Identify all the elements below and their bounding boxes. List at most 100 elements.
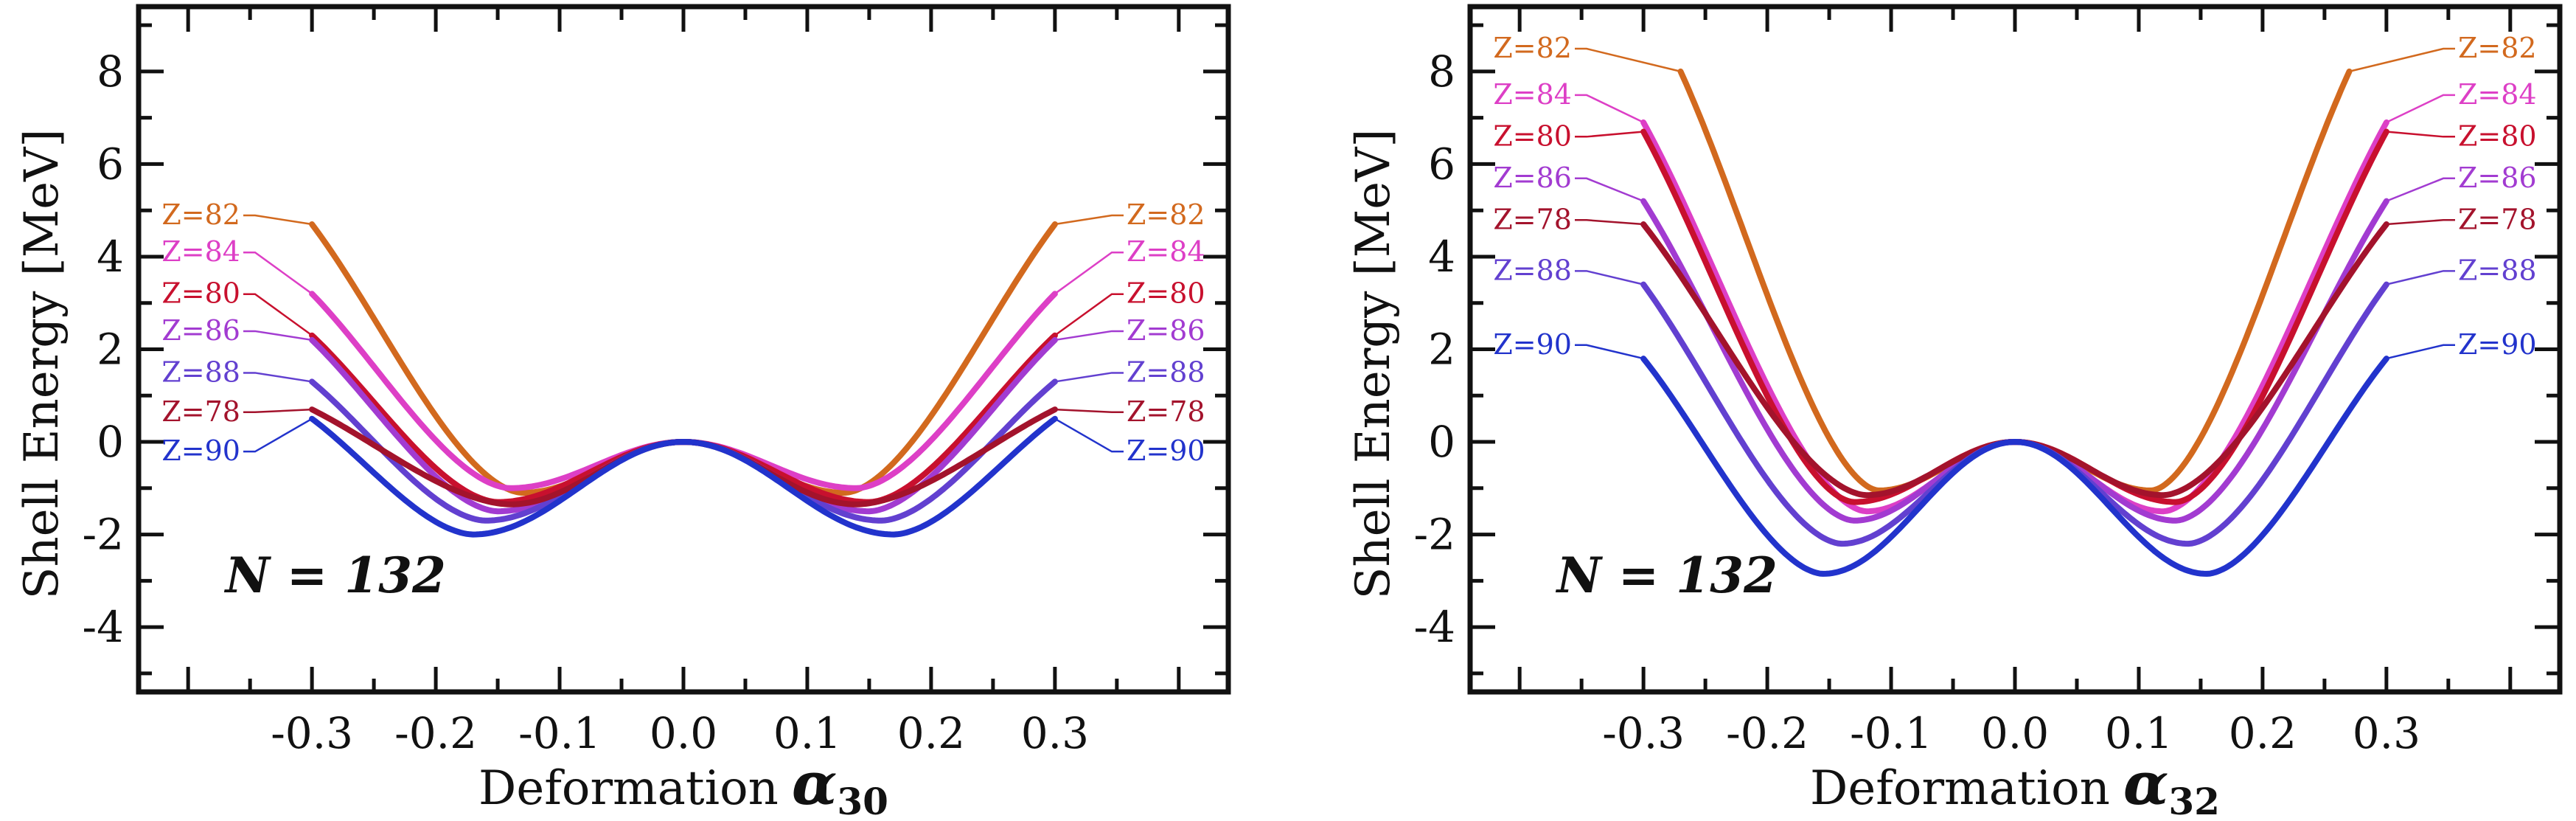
y-tick-label: 4 xyxy=(1428,232,1455,282)
series-line-z90 xyxy=(309,415,1058,538)
n-annotation: N = 132 xyxy=(224,547,446,604)
y-tick-label: 6 xyxy=(97,139,124,189)
series-leader-line xyxy=(243,214,313,226)
series-label: Z=80 xyxy=(2458,119,2537,152)
series-line-z88 xyxy=(1640,281,2389,547)
series-label: Z=82 xyxy=(161,198,240,231)
series-label: Z=82 xyxy=(2458,32,2537,64)
y-tick-label: 8 xyxy=(97,46,124,97)
x-tick-label: -0.1 xyxy=(1850,708,1932,758)
series-label: Z=90 xyxy=(161,434,240,467)
series-leader-line xyxy=(2386,270,2455,285)
series-label: Z=80 xyxy=(1127,277,1205,310)
y-tick-label: -4 xyxy=(1414,602,1456,652)
x-tick-label: -0.3 xyxy=(1602,708,1685,758)
x-axis-label-subscript: 30 xyxy=(837,780,888,821)
series-leader-line xyxy=(1054,408,1124,414)
x-tick-label: -0.2 xyxy=(1726,708,1809,758)
series-line-z90 xyxy=(1640,356,2389,577)
x-tick-label: -0.2 xyxy=(394,708,477,758)
series-label: Z=82 xyxy=(1493,32,1572,64)
x-tick-label: -0.1 xyxy=(518,708,601,758)
series-leader-line xyxy=(2386,219,2455,226)
y-tick-label: -4 xyxy=(83,602,125,652)
x-axis-label-text: Deformation xyxy=(1810,761,2110,816)
series-label: Z=84 xyxy=(161,235,240,268)
y-tick-label: 2 xyxy=(97,325,124,375)
x-tick-label: 0.0 xyxy=(650,708,717,758)
shell-energy-panel-alpha32: -0.3 -0.2 -0.1 0.0 0.1 0.2 0.3 -4 -2 0 2 4 6 8 Deforma… xyxy=(1346,4,2563,821)
series-leader-line xyxy=(1575,344,1644,360)
series-label: Z=84 xyxy=(1493,78,1572,111)
series-label: Z=84 xyxy=(1127,235,1205,268)
y-tick-label: 0 xyxy=(1428,417,1455,467)
y-tick-label: 0 xyxy=(97,417,124,467)
x-tick-label: 0.0 xyxy=(1981,708,2049,758)
series-leader-line xyxy=(1575,270,1644,285)
x-tick-label: 0.2 xyxy=(897,708,965,758)
series-leader-line xyxy=(1575,131,1644,138)
series-leader-line xyxy=(2386,94,2455,124)
x-tick-label: 0.1 xyxy=(2105,708,2173,758)
y-tick-label: 6 xyxy=(1428,139,1455,189)
x-tick-label: -0.3 xyxy=(271,708,353,758)
y-tick-label: 4 xyxy=(97,232,124,282)
series-leader-line xyxy=(1575,177,1644,202)
x-tick-label: 0.1 xyxy=(773,708,841,758)
series-label: Z=88 xyxy=(1493,254,1572,286)
series-line-z84 xyxy=(1640,119,2389,515)
series-label: Z=90 xyxy=(2458,328,2537,361)
x-axis-label: Deformation α30 xyxy=(478,749,888,821)
x-tick-label: 0.3 xyxy=(2353,708,2420,758)
x-axis-label-symbol: α xyxy=(792,749,838,818)
y-tick-label: 2 xyxy=(1428,325,1455,375)
series-label: Z=78 xyxy=(1493,203,1572,235)
series-label: Z=86 xyxy=(161,314,240,347)
series-leader-line xyxy=(1054,330,1124,342)
n-annotation: N = 132 xyxy=(1556,547,1778,604)
series-label: Z=84 xyxy=(2458,78,2537,111)
y-tick-label: -2 xyxy=(1414,510,1456,560)
series-leader-line xyxy=(1575,94,1644,124)
series-leader-line xyxy=(2386,344,2455,360)
series-label: Z=86 xyxy=(2458,162,2537,194)
series-leader-line xyxy=(1054,214,1124,226)
series-label: Z=90 xyxy=(1127,434,1205,467)
series-leader-line xyxy=(243,293,313,336)
series-label: Z=78 xyxy=(161,395,240,428)
series-leader-line xyxy=(1054,293,1124,336)
y-tick-label: 8 xyxy=(1428,46,1455,97)
series-leader-line xyxy=(2386,131,2455,138)
x-axis-label-subscript: 32 xyxy=(2168,780,2220,821)
series-label: Z=88 xyxy=(161,356,240,388)
x-axis-label: Deformation α32 xyxy=(1810,749,2220,821)
series-label: Z=88 xyxy=(1127,356,1205,388)
series-leader-line xyxy=(1054,418,1124,453)
series-leader-line xyxy=(243,408,313,414)
y-axis-label: Shell Energy [MeV] xyxy=(1346,129,1401,600)
series-label: Z=80 xyxy=(1493,119,1572,152)
series-leader-line xyxy=(243,330,313,342)
series-label: Z=80 xyxy=(161,277,240,310)
series-label: Z=78 xyxy=(1127,395,1205,428)
series-leader-line xyxy=(243,418,313,453)
series-leader-line xyxy=(1054,372,1124,383)
series-leader-line xyxy=(2386,177,2455,202)
series-leader-line xyxy=(243,251,313,295)
shell-energy-panel-alpha30: -0.3 -0.2 -0.1 0.0 0.1 0.2 0.3 -4 -2 0 2 4 6 8 Deforma… xyxy=(15,4,1231,821)
x-tick-label: 0.2 xyxy=(2229,708,2297,758)
series-leader-line xyxy=(1054,251,1124,295)
series-label: Z=86 xyxy=(1493,162,1572,194)
y-tick-label: -2 xyxy=(83,510,125,560)
series-label: Z=88 xyxy=(2458,254,2537,286)
series-label: Z=82 xyxy=(1127,198,1205,231)
x-axis-label-symbol: α xyxy=(2123,749,2169,818)
series-label: Z=86 xyxy=(1127,314,1205,347)
series-leader-line xyxy=(1575,47,1681,73)
series-leader-line xyxy=(243,372,313,383)
x-tick-label: 0.3 xyxy=(1021,708,1089,758)
series-label: Z=78 xyxy=(2458,203,2537,235)
series-label: Z=90 xyxy=(1493,328,1572,361)
series-leader-line xyxy=(1575,219,1644,226)
